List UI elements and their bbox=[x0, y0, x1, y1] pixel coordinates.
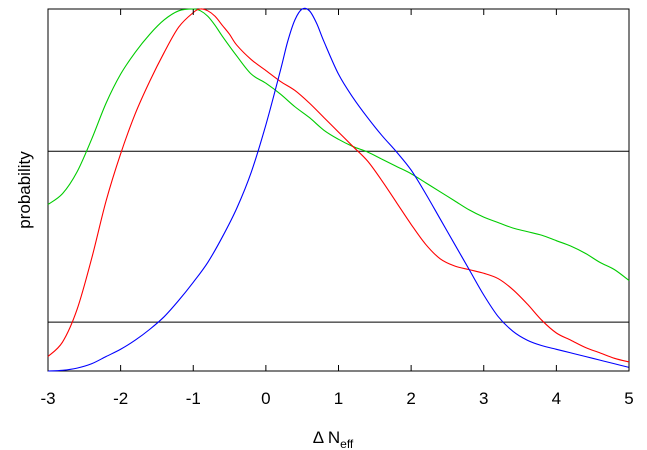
series-layer bbox=[47, 7, 630, 372]
y-axis-label: probability bbox=[15, 151, 34, 229]
x-axis-label-subscript: eff bbox=[340, 437, 354, 450]
x-axis-label: Δ Neff bbox=[313, 428, 354, 450]
x-tick-label: 4 bbox=[552, 389, 561, 408]
plot-frame bbox=[47, 8, 630, 372]
x-tick-label: -3 bbox=[40, 389, 55, 408]
x-axis-label-main: Δ N bbox=[313, 428, 340, 447]
x-tick-label: 2 bbox=[406, 389, 415, 408]
x-tick-label: -2 bbox=[113, 389, 128, 408]
x-axis-tick-labels: -3 -2 -1 0 1 2 3 4 5 bbox=[40, 389, 633, 408]
reference-lines bbox=[48, 150, 629, 323]
series-line-blue bbox=[47, 7, 630, 372]
series-line-green bbox=[47, 8, 630, 281]
x-axis-ticks bbox=[47, 9, 630, 371]
x-tick-label: -1 bbox=[186, 389, 201, 408]
series-line-red bbox=[47, 8, 630, 363]
x-tick-label: 1 bbox=[334, 389, 343, 408]
x-tick-label: 5 bbox=[624, 389, 633, 408]
x-tick-label: 3 bbox=[479, 389, 488, 408]
x-tick-label: 0 bbox=[261, 389, 270, 408]
